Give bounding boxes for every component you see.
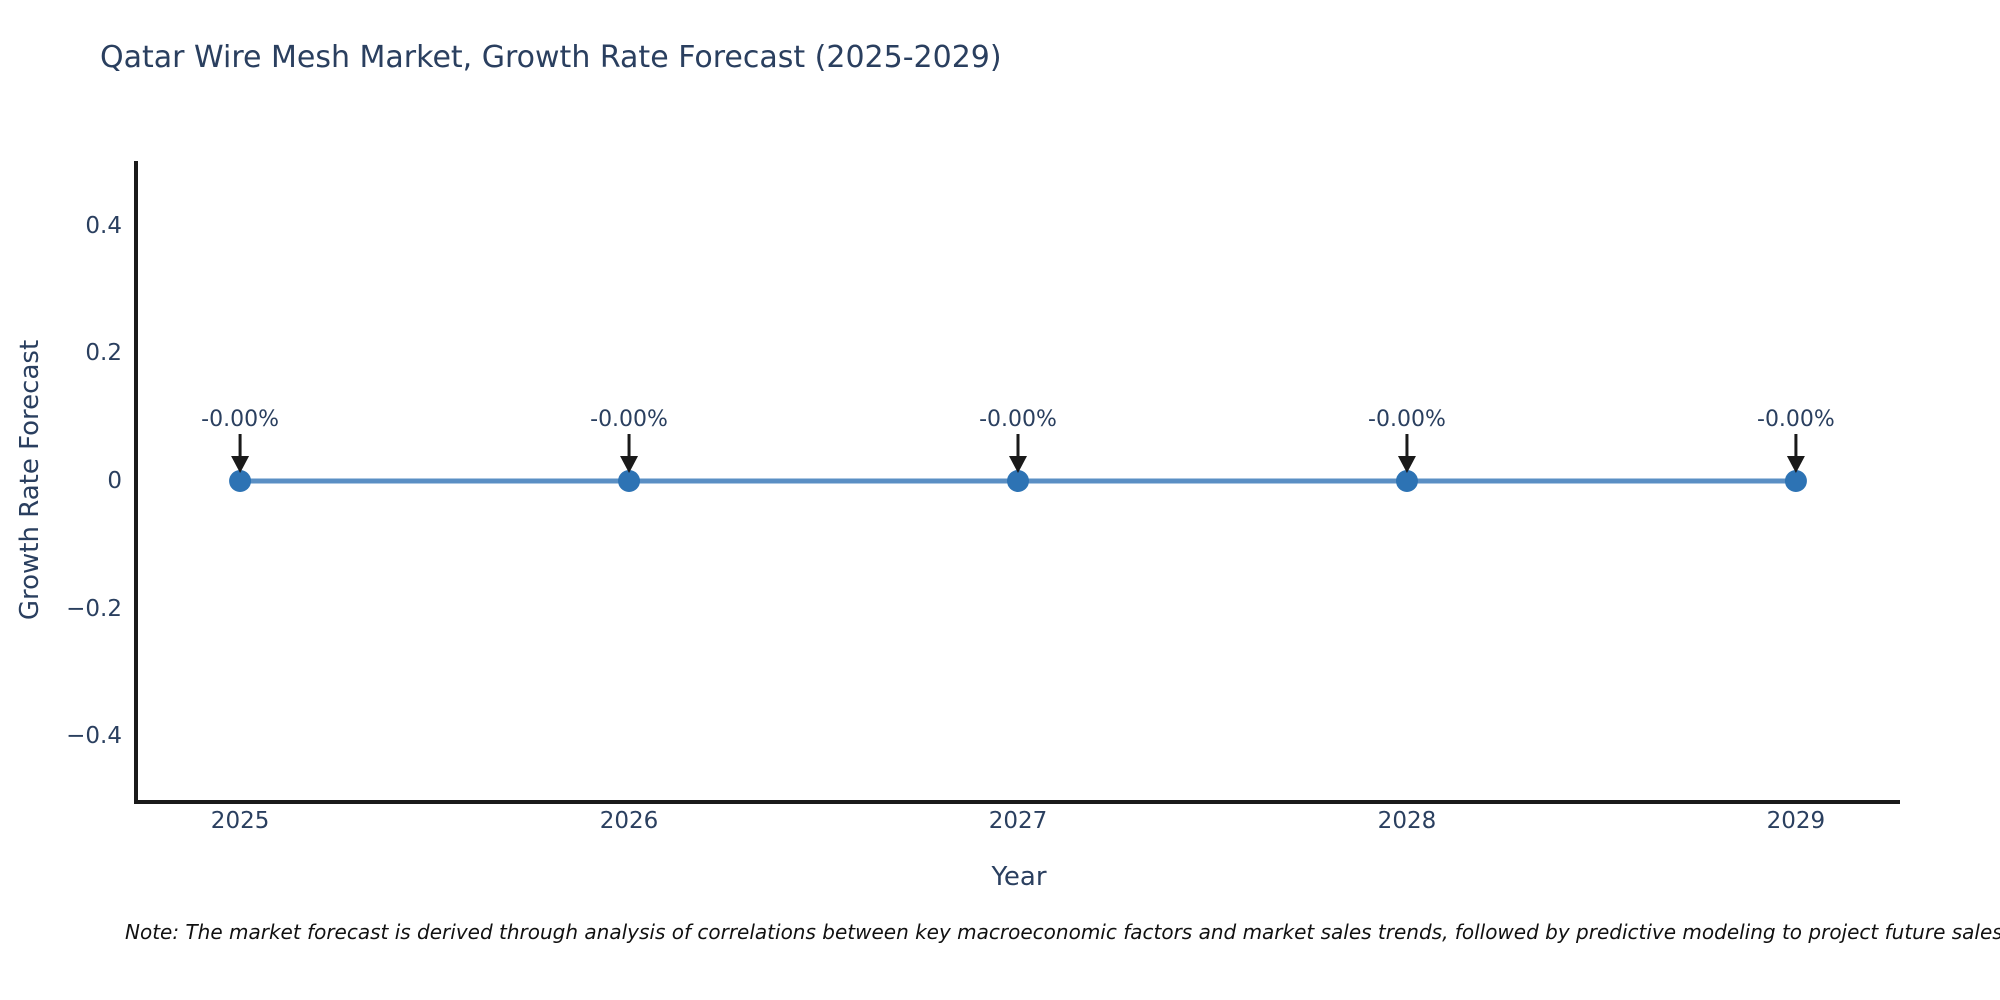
plot-area[interactable]: -0.00% -0.00% -0.00% -0.00% -0.00% [138, 162, 1898, 800]
data-point-2028[interactable] [1395, 470, 1418, 492]
y-tick-label: −0.2 [66, 595, 122, 622]
x-axis-ticks: 2025 2026 2027 2028 2029 [138, 808, 1898, 848]
annotation-arrowhead [620, 456, 639, 473]
data-point-2027[interactable] [1007, 470, 1029, 492]
x-tick-label: 2028 [1377, 808, 1437, 834]
annotation-arrowhead [1786, 456, 1805, 473]
y-tick-label: 0 [107, 468, 122, 494]
annotation-arrowhead [1397, 456, 1416, 473]
x-tick-label: 2027 [988, 808, 1048, 834]
data-point-2025[interactable] [229, 470, 252, 492]
chart-title: Qatar Wire Mesh Market, Growth Rate Fore… [100, 40, 1002, 75]
data-point-2026[interactable] [618, 470, 641, 492]
point-label: -0.00% [979, 407, 1057, 432]
footnote: Note: The market forecast is derived thr… [125, 920, 2000, 944]
annotation-arrowhead [1009, 456, 1027, 473]
x-tick-label: 2029 [1766, 808, 1826, 834]
point-label: -0.00% [590, 407, 668, 432]
y-axis-ticks: 0.4 0.2 0 −0.2 −0.4 [0, 162, 126, 800]
annotation-arrowhead [231, 456, 250, 473]
y-tick-label: 0.2 [85, 340, 122, 367]
point-label: -0.00% [1757, 407, 1835, 432]
y-axis-line [134, 161, 138, 804]
point-label: -0.00% [1368, 407, 1446, 432]
x-axis-line [134, 800, 1900, 804]
x-axis-title: Year [991, 862, 1047, 892]
point-label: -0.00% [201, 407, 279, 432]
y-tick-label: −0.4 [66, 723, 122, 750]
x-tick-label: 2025 [210, 808, 270, 834]
y-tick-label: 0.4 [85, 212, 122, 239]
x-tick-label: 2026 [599, 808, 659, 834]
data-point-2029[interactable] [1784, 470, 1807, 492]
